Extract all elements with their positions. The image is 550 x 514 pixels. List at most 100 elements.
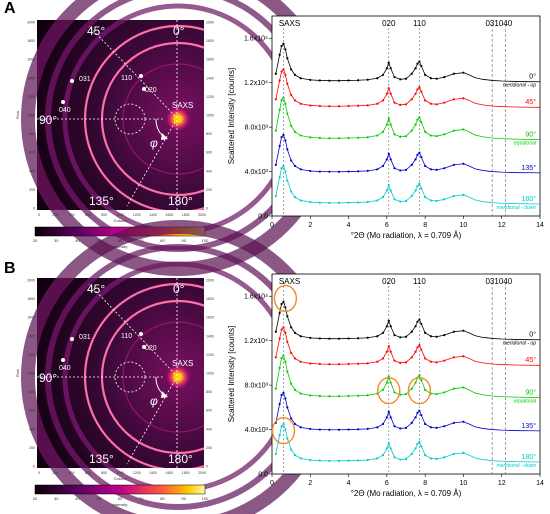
data-point bbox=[420, 414, 423, 417]
data-point bbox=[389, 416, 392, 419]
data-point bbox=[410, 356, 413, 359]
data-point bbox=[309, 201, 312, 204]
data-point bbox=[424, 454, 427, 457]
data-point bbox=[410, 129, 413, 132]
data-point bbox=[414, 67, 417, 70]
data-point bbox=[280, 425, 283, 428]
data-point bbox=[274, 72, 277, 75]
y-axis-label: Scattered Intensity [counts] bbox=[227, 68, 236, 165]
series-line bbox=[275, 165, 541, 205]
peak-label: SAXS bbox=[279, 19, 300, 28]
y2-tick-label: 2000 bbox=[206, 21, 214, 25]
data-point bbox=[435, 168, 438, 171]
phi-label: φ bbox=[150, 136, 158, 150]
guide-135 bbox=[126, 121, 176, 207]
data-point bbox=[429, 102, 432, 105]
data-point bbox=[293, 422, 297, 426]
angle-label: 135° bbox=[89, 194, 114, 208]
ring-label: 110 bbox=[121, 333, 132, 340]
data-point bbox=[309, 169, 312, 173]
data-point bbox=[282, 96, 285, 99]
data-point bbox=[282, 68, 285, 71]
angle-label: 45° bbox=[87, 24, 105, 38]
data-point bbox=[418, 440, 421, 443]
data-point bbox=[389, 158, 392, 161]
data-point bbox=[418, 344, 421, 347]
data-point bbox=[424, 130, 427, 133]
y-tick-label: 1400 bbox=[27, 76, 35, 80]
ring-marker-dot bbox=[142, 345, 146, 349]
data-point bbox=[280, 357, 283, 360]
data-point bbox=[278, 108, 281, 111]
angle-label: 180° bbox=[168, 194, 193, 208]
colorbar-tick-label: 70 bbox=[139, 496, 144, 501]
data-point bbox=[414, 92, 417, 95]
y2-tick-label: 1400 bbox=[206, 76, 214, 80]
data-point bbox=[387, 117, 390, 120]
data-point bbox=[393, 133, 396, 136]
data-point bbox=[424, 422, 427, 426]
data-point bbox=[293, 73, 297, 76]
y-tick-label: 400 bbox=[29, 427, 35, 431]
y2-tick-label: 1000 bbox=[206, 114, 214, 118]
colorbar-tick-label: 100 bbox=[202, 496, 209, 501]
data-point bbox=[443, 334, 446, 337]
data-point bbox=[347, 394, 350, 398]
data-point bbox=[424, 73, 427, 76]
data-point bbox=[404, 103, 408, 106]
y-tick-label: 800 bbox=[29, 132, 35, 136]
data-point bbox=[462, 329, 465, 332]
x-tick-label: 1200 bbox=[133, 213, 141, 217]
data-point bbox=[443, 391, 446, 394]
data-point bbox=[387, 61, 390, 64]
x-tick-label: 4 bbox=[347, 222, 351, 229]
data-point bbox=[435, 335, 438, 338]
colorbar-tick-label: 90 bbox=[182, 238, 187, 243]
colorbar-tick-label: 30 bbox=[54, 238, 59, 243]
data-point bbox=[280, 167, 283, 170]
data-point bbox=[385, 158, 388, 161]
y2-tick-label: 800 bbox=[206, 390, 212, 394]
colorbar-tick-label: 50 bbox=[97, 496, 102, 501]
y-axis-label: Scattered Intensity [counts] bbox=[227, 326, 236, 423]
data-point bbox=[435, 393, 438, 396]
data-point bbox=[424, 357, 427, 360]
x-axis-label: °2Θ (Mo radiation, λ = 0.709 Å) bbox=[351, 231, 462, 240]
series-label: 0° bbox=[529, 331, 536, 339]
data-point bbox=[318, 79, 321, 82]
peak-label: 031 bbox=[485, 19, 499, 28]
data-point bbox=[328, 201, 331, 204]
data-point bbox=[347, 337, 350, 340]
data-point bbox=[393, 167, 396, 170]
data-point bbox=[429, 360, 432, 363]
y-tick-label: 1000 bbox=[27, 372, 35, 376]
y-tick-label: 1.2x10⁴ bbox=[244, 338, 268, 345]
data-point bbox=[278, 366, 281, 369]
data-point bbox=[462, 97, 465, 100]
x-tick-label: 8 bbox=[423, 222, 427, 229]
data-point bbox=[278, 434, 281, 437]
y-tick-label: 0.0 bbox=[258, 214, 268, 221]
data-point bbox=[347, 170, 350, 173]
peak-label: 110 bbox=[413, 277, 426, 286]
data-point bbox=[410, 98, 413, 101]
x-tick-label: 1800 bbox=[182, 471, 190, 475]
data-point bbox=[399, 458, 402, 461]
angle-label: 0° bbox=[173, 24, 185, 38]
phi-label: φ bbox=[150, 394, 158, 408]
data-point bbox=[366, 336, 369, 339]
series-line bbox=[275, 423, 541, 463]
data-point bbox=[337, 428, 341, 431]
data-point bbox=[286, 57, 289, 60]
data-point bbox=[420, 156, 423, 159]
x-tick-label: 2 bbox=[308, 222, 312, 229]
y-tick-label: 8.0x10³ bbox=[245, 383, 269, 390]
data-point bbox=[357, 362, 360, 365]
data-point bbox=[420, 379, 423, 382]
data-point bbox=[357, 337, 360, 340]
data-point bbox=[318, 170, 321, 173]
y2-tick-label: 0 bbox=[206, 207, 208, 211]
series-label: 180° bbox=[522, 453, 537, 461]
y-tick-label: 0.0 bbox=[258, 472, 268, 479]
data-point bbox=[328, 428, 331, 431]
